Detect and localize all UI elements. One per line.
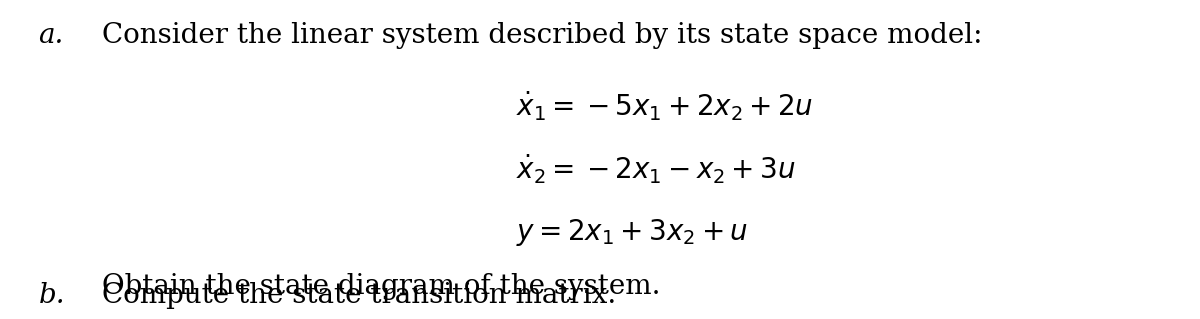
Text: Consider the linear system described by its state space model:: Consider the linear system described by … xyxy=(102,22,983,49)
Text: Obtain the state diagram of the system.: Obtain the state diagram of the system. xyxy=(102,273,660,300)
Text: Compute the state transition matrix.: Compute the state transition matrix. xyxy=(102,282,617,309)
Text: a.: a. xyxy=(38,22,64,49)
Text: $\dot{x}_1 = -5x_1 + 2x_2 + 2u$: $\dot{x}_1 = -5x_1 + 2x_2 + 2u$ xyxy=(516,89,814,122)
Text: $y = 2x_1 + 3x_2 + u$: $y = 2x_1 + 3x_2 + u$ xyxy=(516,217,748,248)
Text: b.: b. xyxy=(38,282,65,309)
Text: $\dot{x}_2 = -2x_1 - x_2 + 3u$: $\dot{x}_2 = -2x_1 - x_2 + 3u$ xyxy=(516,153,796,186)
